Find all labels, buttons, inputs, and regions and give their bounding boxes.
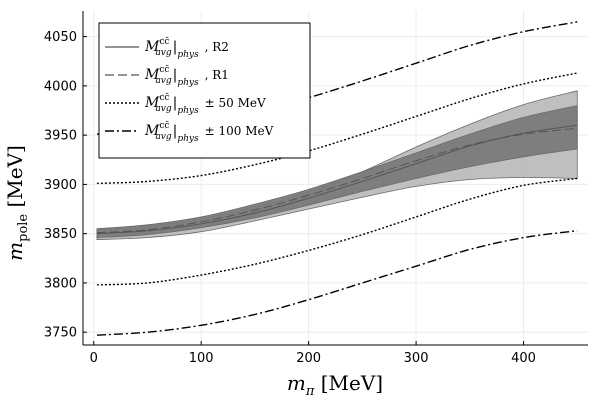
y-tick-label: 3750 [44,326,77,341]
series-pm50-lower [96,177,578,286]
series-pm100-lower [96,230,578,336]
x-tick-label: 400 [511,351,536,366]
axes: 0 100 200 300 400 3750 3800 3850 3900 3950 4000 405… [44,11,588,366]
series-pm50-upper [96,72,578,185]
y-tick-label: 3950 [44,129,77,144]
legend-label: Mcc̄ avg|phys, R1 [144,65,229,88]
band-r1 [96,105,578,239]
legend-label: Mcc̄ avg|phys± 50 MeV [144,93,266,116]
legend-label: Mcc̄ avg|phys± 100 MeV [144,121,274,144]
y-tick-label: 3900 [44,178,77,193]
x-tick-label: 0 [90,351,98,366]
legend-label: Mcc̄ avg|phys, R2 [144,37,229,60]
legend-box [98,22,311,159]
y-tick-label: 3800 [44,276,77,291]
legend: Mcc̄ avg|phys, R2 Mcc̄ avg|phys, R1 Mcc̄ avg|… [98,22,311,159]
y-tick-label: 3850 [44,227,77,242]
x-tick-label: 200 [296,351,321,366]
y-tick-label: 4050 [44,30,77,45]
series-r2-line [96,124,578,235]
x-tick-label: 300 [404,351,429,366]
y-tick-label: 4000 [44,79,77,94]
x-axis-title: mπ [MeV] [287,371,383,399]
y-axis-title: mpole [MeV] [3,145,31,261]
series-lines [96,21,578,336]
series-pm100-upper [96,21,578,135]
x-tick-label: 100 [189,351,214,366]
